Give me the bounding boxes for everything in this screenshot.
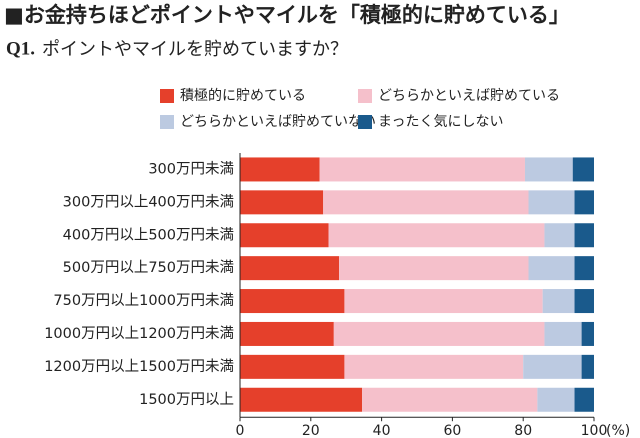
bar-segment (240, 354, 345, 379)
x-unit: (%) (606, 423, 630, 438)
bar-segment (574, 190, 594, 215)
legend-swatch (160, 89, 174, 103)
bar-segment (344, 354, 524, 379)
legend-label: どちらかといえば貯めていない (180, 114, 376, 130)
legend-swatch (160, 115, 174, 129)
x-tick-label: 40 (373, 423, 391, 438)
bar-segment (544, 321, 582, 346)
bar-segment (240, 387, 363, 412)
bar-segment (581, 354, 594, 379)
bar-segment (240, 321, 334, 346)
bar-segment (542, 289, 575, 314)
chart-title: ■お金持ちほどポイントやマイルを「積極的に貯めている」 (4, 3, 570, 27)
bar-segment (581, 321, 594, 346)
y-tick-label: 300万円未満 (148, 160, 234, 177)
bar-segment (528, 256, 575, 281)
legend-label: まったく気にしない (378, 114, 503, 130)
bar-segment (240, 190, 324, 215)
bar-segment (323, 190, 529, 215)
x-tick-label: 0 (236, 423, 245, 438)
y-tick-label: 1200万円以上1500万円未満 (44, 358, 234, 375)
bar-segment (240, 289, 345, 314)
bar-segment (574, 289, 594, 314)
legend-swatch (358, 89, 372, 103)
x-tick-label: 60 (443, 423, 461, 438)
x-tick-label: 20 (302, 423, 320, 438)
bar-segment (574, 387, 594, 412)
bar-segment (523, 354, 582, 379)
x-tick-label: 100 (581, 423, 608, 438)
legend-label: 積極的に貯めている (180, 88, 306, 104)
bar-segment (524, 157, 573, 182)
bar-segment (344, 289, 543, 314)
bar-segment (362, 387, 538, 412)
bar-segment (240, 256, 340, 281)
y-tick-label: 1500万円以上 (139, 391, 234, 408)
bar-segment (544, 223, 575, 248)
bar-segment (333, 321, 545, 346)
legend-label: どちらかといえば貯めている (378, 88, 560, 104)
y-tick-label: 750万円以上1000万円未満 (53, 292, 234, 309)
bar-segment (574, 256, 594, 281)
y-tick-label: 400万円以上500万円未満 (63, 226, 234, 243)
x-tick-label: 80 (514, 423, 532, 438)
bar-segment (328, 223, 545, 248)
y-tick-label: 300万円以上400万円未満 (63, 193, 234, 210)
question-number: Q1. (6, 38, 35, 59)
bar-segment (574, 223, 594, 248)
bar-segment (240, 157, 320, 182)
bar-segment (537, 387, 575, 412)
chart-subtitle: ポイントやマイルを貯めていますか？ (42, 39, 348, 60)
bar-segment (572, 157, 594, 182)
y-tick-label: 500万円以上750万円未満 (63, 259, 234, 276)
bar-segment (339, 256, 529, 281)
y-tick-label: 1000万円以上1200万円未満 (44, 325, 234, 342)
legend-swatch (358, 115, 372, 129)
bar-segment (319, 157, 525, 182)
bar-segment (240, 223, 329, 248)
bar-segment (528, 190, 575, 215)
